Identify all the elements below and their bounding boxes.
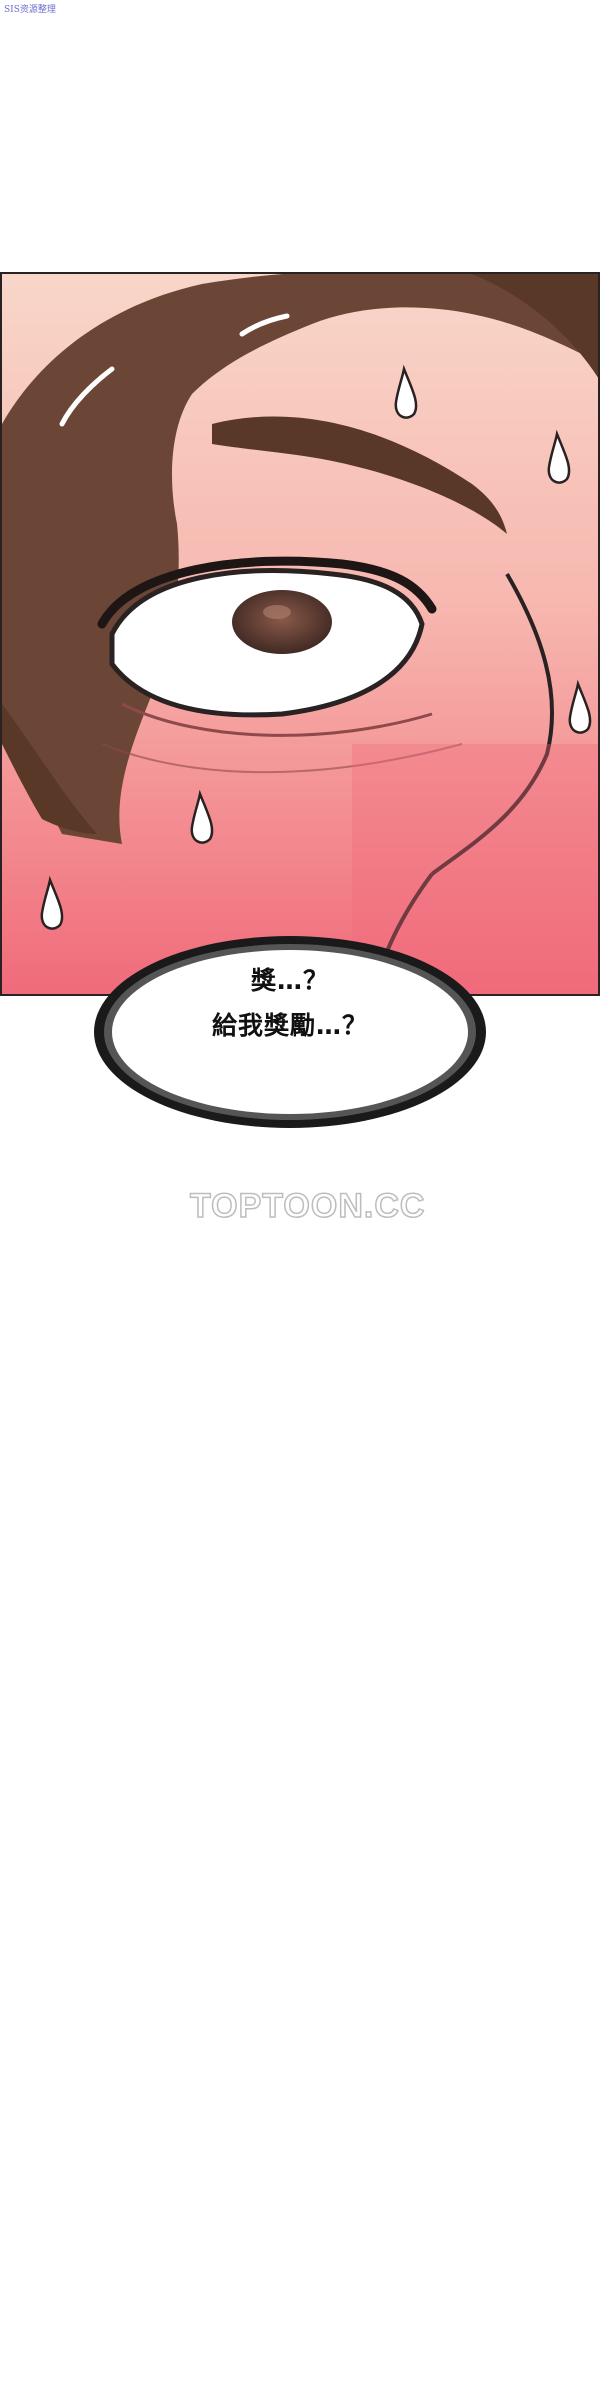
eyebrow	[212, 416, 507, 534]
comic-panel-face-closeup	[0, 272, 600, 996]
sweat-drops	[40, 364, 592, 930]
speech-line-1: 獎…？	[250, 966, 329, 995]
speech-bubble-text: 獎…？ 給我獎勵…？	[90, 968, 490, 1058]
face-illustration	[2, 274, 598, 994]
cheek-contour	[430, 572, 555, 876]
speech-bubble	[94, 936, 486, 1128]
hair-side-strand	[2, 704, 97, 834]
watermark-logo: TOPTOON.CC	[189, 1186, 426, 1226]
hair-right-lock	[472, 274, 598, 378]
hair-shape	[2, 274, 598, 844]
pupil	[232, 590, 332, 654]
corner-source-tag: SIS资源整理	[4, 5, 56, 15]
speech-line-2: 給我獎勵…？	[211, 1011, 368, 1040]
